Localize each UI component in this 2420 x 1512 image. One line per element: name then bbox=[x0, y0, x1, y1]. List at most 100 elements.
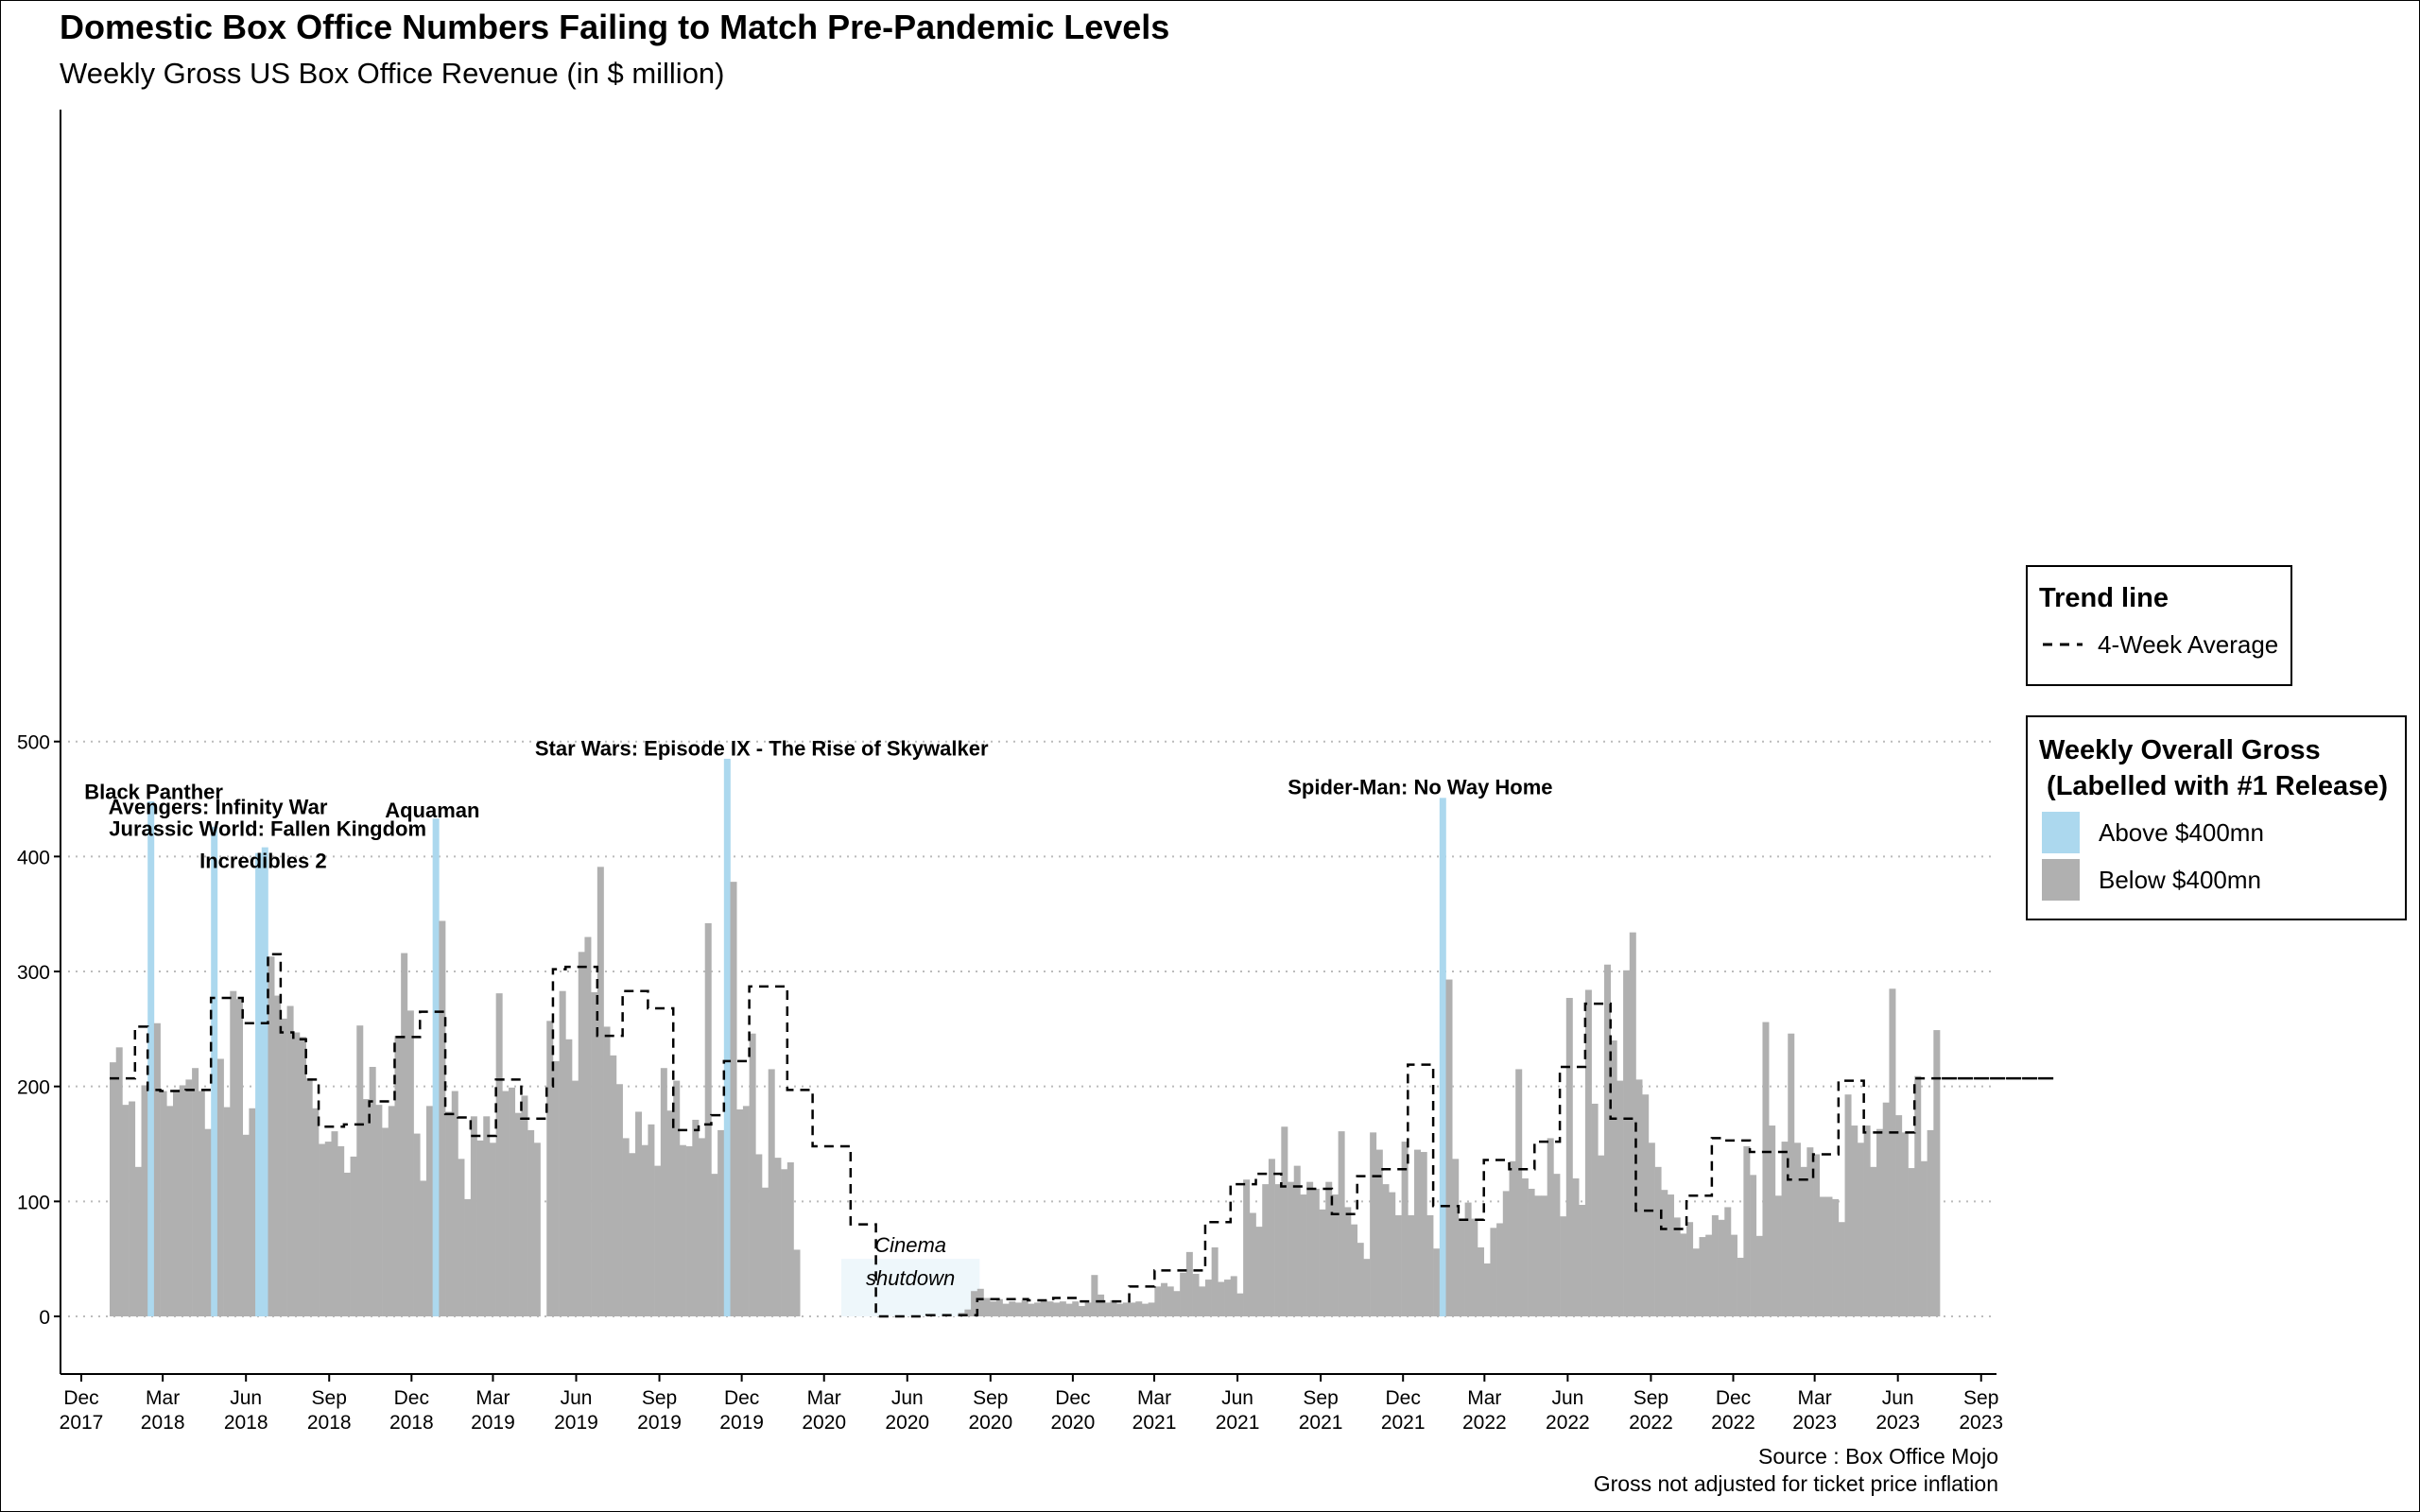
bar bbox=[1901, 1132, 1909, 1316]
bar bbox=[514, 1112, 522, 1316]
x-tick-label: 2021 bbox=[1299, 1412, 1343, 1434]
x-tick-label: Dec bbox=[1055, 1387, 1090, 1409]
bar bbox=[1445, 979, 1453, 1316]
bar bbox=[1806, 1147, 1814, 1316]
bar bbox=[723, 758, 731, 1316]
bar bbox=[1579, 1204, 1586, 1316]
x-tick-label: Jun bbox=[561, 1387, 593, 1409]
bar bbox=[629, 1153, 636, 1316]
bar bbox=[356, 1025, 364, 1316]
bar bbox=[324, 1142, 332, 1316]
bar bbox=[299, 1037, 306, 1316]
bar bbox=[673, 1080, 681, 1316]
bar bbox=[1274, 1184, 1282, 1316]
bar bbox=[1502, 1191, 1510, 1316]
bar bbox=[1908, 1168, 1915, 1316]
bar bbox=[1408, 1214, 1415, 1316]
bar bbox=[641, 1144, 648, 1316]
bar bbox=[432, 818, 440, 1316]
bar bbox=[1338, 1131, 1345, 1316]
bar bbox=[141, 1085, 148, 1316]
bar bbox=[1167, 1286, 1174, 1316]
bar bbox=[458, 1159, 465, 1316]
bar bbox=[331, 1131, 338, 1316]
bar bbox=[1642, 1094, 1650, 1316]
bar bbox=[635, 1111, 643, 1316]
bar bbox=[268, 956, 275, 1316]
legend-gross-title: Weekly Overall Gross (Labelled with #1 R… bbox=[2039, 735, 2389, 801]
bar bbox=[413, 1133, 421, 1316]
bar bbox=[1375, 1149, 1383, 1316]
bar bbox=[1255, 1227, 1263, 1316]
bar bbox=[1452, 1159, 1460, 1316]
bar bbox=[971, 1291, 978, 1316]
x-tick-label: 2018 bbox=[307, 1412, 352, 1434]
bar bbox=[1116, 1303, 1124, 1316]
x-tick-label: Sep bbox=[1303, 1387, 1338, 1409]
source-caption: Source : Box Office Mojo bbox=[1758, 1444, 1998, 1469]
release-annotation: Jurassic World: Fallen Kingdom bbox=[109, 816, 426, 840]
bar bbox=[211, 826, 218, 1316]
bar bbox=[1496, 1223, 1504, 1316]
bar bbox=[1699, 1237, 1706, 1316]
bar bbox=[1306, 1181, 1314, 1316]
x-tick-label: 2017 bbox=[60, 1412, 104, 1434]
bar bbox=[1793, 1143, 1801, 1316]
bar bbox=[445, 1111, 453, 1316]
x-tick-label: Sep bbox=[973, 1387, 1008, 1409]
y-tick-label: 100 bbox=[17, 1192, 50, 1213]
bar bbox=[995, 1298, 1003, 1316]
bar bbox=[1014, 1302, 1022, 1316]
bar bbox=[1882, 1102, 1890, 1316]
bar bbox=[495, 993, 503, 1316]
bar bbox=[730, 882, 737, 1316]
x-tick-label: 2021 bbox=[1381, 1412, 1426, 1434]
x-tick-label: Jun bbox=[1882, 1387, 1914, 1409]
x-tick-label: 2021 bbox=[1216, 1412, 1260, 1434]
bar bbox=[1750, 1175, 1757, 1316]
bar bbox=[1737, 1257, 1744, 1316]
bar bbox=[1730, 1234, 1737, 1316]
bar bbox=[1103, 1302, 1111, 1316]
bar bbox=[1591, 1103, 1599, 1316]
bar bbox=[1889, 988, 1896, 1316]
bar bbox=[1673, 1217, 1681, 1316]
y-tick-label: 500 bbox=[17, 732, 50, 754]
bar bbox=[1034, 1302, 1042, 1316]
bar bbox=[1705, 1234, 1713, 1316]
bar bbox=[1021, 1299, 1028, 1316]
bar bbox=[1414, 1149, 1422, 1316]
bar bbox=[755, 1154, 763, 1316]
bar bbox=[1490, 1228, 1497, 1316]
x-tick-label: Mar bbox=[1467, 1387, 1501, 1409]
bar bbox=[1065, 1303, 1073, 1316]
bar bbox=[1464, 1202, 1472, 1316]
bar bbox=[1661, 1190, 1668, 1316]
bar bbox=[1876, 1128, 1884, 1316]
bar bbox=[610, 1055, 617, 1316]
bar bbox=[198, 1091, 205, 1316]
bar bbox=[768, 1069, 775, 1316]
x-tick-label: Dec bbox=[63, 1387, 98, 1409]
bar bbox=[1724, 1207, 1732, 1316]
x-tick-label: Mar bbox=[1137, 1387, 1171, 1409]
bar bbox=[280, 1018, 287, 1316]
bar bbox=[192, 1068, 199, 1316]
bar bbox=[1300, 1194, 1307, 1316]
bar bbox=[1204, 1280, 1212, 1316]
bar bbox=[1788, 1033, 1795, 1316]
bar bbox=[1319, 1209, 1326, 1316]
bar bbox=[1933, 1030, 1941, 1316]
bar bbox=[1870, 1166, 1877, 1316]
bar bbox=[1743, 1145, 1751, 1316]
bar bbox=[286, 1005, 294, 1316]
bar bbox=[786, 1161, 794, 1316]
bar bbox=[1351, 1224, 1358, 1316]
bar bbox=[666, 1110, 674, 1316]
bar bbox=[343, 1172, 351, 1316]
bar bbox=[660, 1068, 667, 1316]
bar bbox=[249, 1108, 256, 1316]
bar bbox=[134, 1166, 142, 1316]
bar bbox=[1059, 1301, 1066, 1316]
bar bbox=[1281, 1126, 1288, 1316]
